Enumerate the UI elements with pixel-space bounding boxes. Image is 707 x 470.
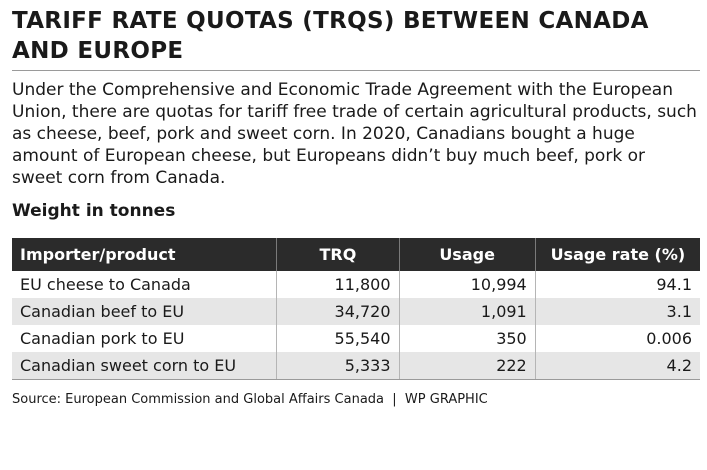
title-divider [12, 70, 700, 71]
header-row: Importer/product TRQ Usage Usage rate (%… [12, 238, 700, 271]
column-header-usage-rate: Usage rate (%) [534, 238, 700, 271]
graphic-container: TARIFF RATE QUOTAS (TRQS) BETWEEN CANADA… [12, 6, 700, 409]
column-header-usage: Usage [398, 238, 536, 271]
table-row: Canadian pork to EU 55,540 350 0.006 [12, 325, 700, 352]
cell-usage-rate: 3.1 [534, 298, 700, 325]
cell-trq: 34,720 [276, 298, 400, 325]
cell-trq: 11,800 [276, 271, 400, 298]
cell-product: Canadian pork to EU [12, 325, 277, 352]
table-body: EU cheese to Canada 11,800 10,994 94.1 C… [12, 271, 700, 380]
cell-usage: 10,994 [398, 271, 536, 298]
units-subhead: Weight in tonnes [12, 201, 176, 221]
cell-trq: 5,333 [276, 352, 400, 380]
column-header-product: Importer/product [12, 238, 277, 271]
column-header-trq: TRQ [276, 238, 400, 271]
cell-usage-rate: 4.2 [534, 352, 700, 380]
cell-usage: 222 [398, 352, 536, 380]
cell-usage-rate: 0.006 [534, 325, 700, 352]
cell-usage-rate: 94.1 [534, 271, 700, 298]
table-row: Canadian sweet corn to EU 5,333 222 4.2 [12, 352, 700, 380]
cell-product: Canadian sweet corn to EU [12, 352, 277, 380]
cell-product: EU cheese to Canada [12, 271, 277, 298]
data-table: Importer/product TRQ Usage Usage rate (%… [12, 238, 700, 380]
table-row: EU cheese to Canada 11,800 10,994 94.1 [12, 271, 700, 298]
table-header: Importer/product TRQ Usage Usage rate (%… [12, 238, 700, 271]
chart-title: TARIFF RATE QUOTAS (TRQS) BETWEEN CANADA… [12, 8, 649, 64]
cell-usage: 1,091 [398, 298, 536, 325]
cell-usage: 350 [398, 325, 536, 352]
source-credit: Source: European Commission and Global A… [12, 392, 488, 407]
cell-product: Canadian beef to EU [12, 298, 277, 325]
chart-description: Under the Comprehensive and Economic Tra… [12, 80, 697, 188]
cell-trq: 55,540 [276, 325, 400, 352]
table-row: Canadian beef to EU 34,720 1,091 3.1 [12, 298, 700, 325]
